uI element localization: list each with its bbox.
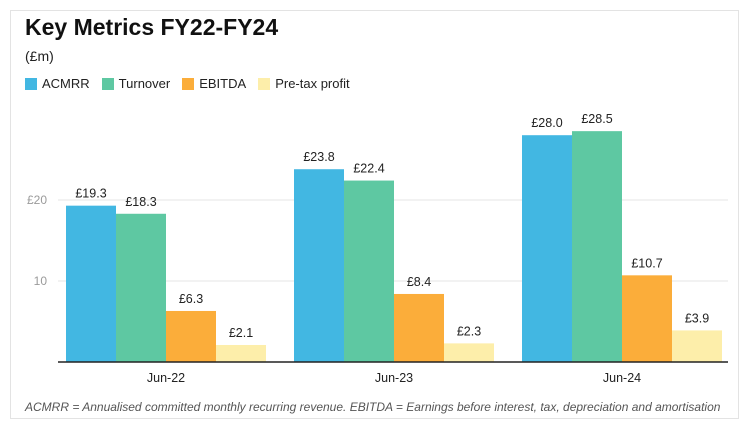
legend-swatch-turnover — [101, 77, 114, 90]
legend-label-turnover: Turnover — [118, 76, 171, 91]
bar — [672, 330, 722, 362]
legend-item-pretax: Pre-tax profit — [258, 76, 350, 91]
chart-frame — [10, 10, 739, 419]
legend-item-acmrr: ACMRR — [25, 76, 90, 91]
unit-label: (£m) — [25, 48, 54, 64]
bar — [444, 343, 494, 362]
x-tick-label: Jun-23 — [375, 371, 413, 385]
legend-swatch-ebitda — [182, 77, 195, 90]
bar — [294, 169, 344, 362]
bar — [166, 310, 216, 362]
data-label: £22.4 — [353, 162, 384, 176]
x-tick-label: Jun-22 — [147, 371, 185, 385]
legend-label-pretax: Pre-tax profit — [275, 76, 350, 91]
bar — [572, 131, 622, 362]
legend-item-ebitda: EBITDA — [182, 76, 246, 91]
footnote: ACMRR = Annualised committed monthly rec… — [25, 400, 721, 414]
data-label: £18.3 — [125, 195, 156, 209]
data-label: £2.3 — [457, 324, 481, 338]
chart-title: Key Metrics FY22-FY24 — [25, 14, 279, 40]
data-label: £28.0 — [531, 116, 562, 130]
legend: ACMRR Turnover EBITDA Pre-tax profit — [25, 76, 362, 91]
bar — [522, 135, 572, 362]
data-label: £2.1 — [229, 326, 253, 340]
bar — [394, 293, 444, 362]
bar — [66, 205, 116, 362]
data-label: £19.3 — [75, 187, 106, 201]
bar — [216, 344, 266, 362]
legend-label-ebitda: EBITDA — [199, 76, 247, 91]
bar — [344, 180, 394, 362]
bar — [622, 275, 672, 362]
data-label: £8.4 — [407, 275, 431, 289]
legend-item-turnover: Turnover — [101, 76, 171, 91]
data-label: £3.9 — [685, 311, 709, 325]
data-label: £23.8 — [303, 150, 334, 164]
data-label: £10.7 — [631, 256, 662, 270]
bar — [116, 213, 166, 362]
data-label: £6.3 — [179, 292, 203, 306]
legend-label-acmrr: ACMRR — [42, 76, 90, 91]
y-tick-label: £20 — [27, 193, 47, 207]
legend-swatch-pretax — [258, 77, 271, 90]
x-tick-label: Jun-24 — [603, 371, 641, 385]
data-label: £28.5 — [581, 112, 612, 126]
y-tick-label: 10 — [34, 274, 48, 288]
legend-swatch-acmrr — [25, 77, 37, 90]
